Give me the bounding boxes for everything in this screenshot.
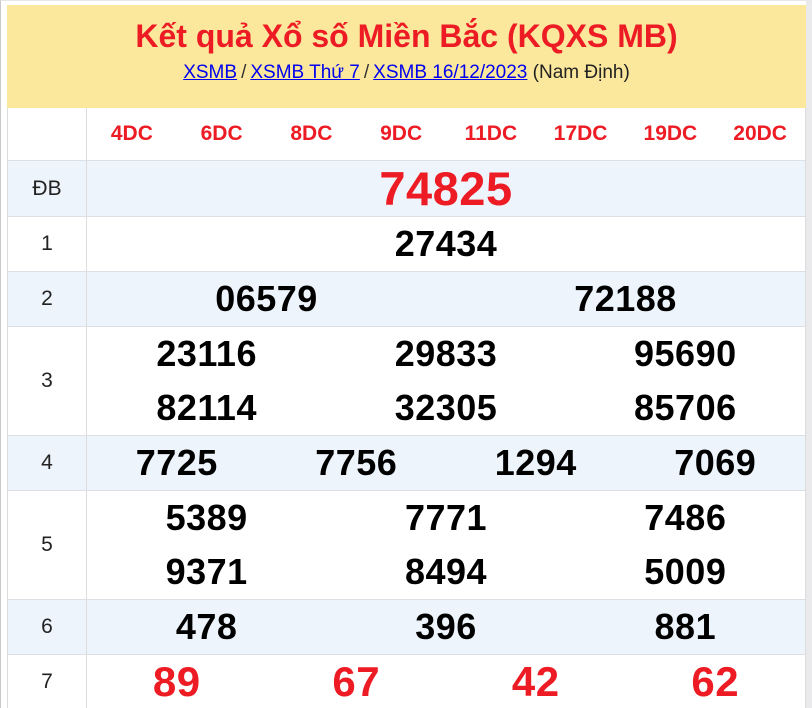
result-header: Kết quả Xổ số Miền Bắc (KQXS MB) XSMB / XS…: [7, 5, 806, 108]
prize-label: 3: [8, 327, 87, 435]
prize-label: 7: [8, 655, 87, 708]
result-number: 89: [152, 658, 201, 705]
prize-row-5: 5 5389 7771 7486 9371 8494 5009: [8, 491, 805, 600]
column-header-6dc: 6DC: [200, 122, 243, 145]
column-header-20dc: 20DC: [733, 122, 787, 145]
result-number: 06579: [215, 278, 318, 319]
prize-row-2: 2 06579 72188: [8, 272, 805, 327]
prize-label: 6: [8, 600, 87, 654]
breadcrumb: XSMB / XSMB Thứ 7/XSMB 16/12/2023 (Nam Địn…: [7, 62, 806, 84]
table-header-row: 4DC 6DC 8DC 9DC 11DC 17DC 19DC 20DC: [8, 108, 805, 161]
result-number: 8494: [404, 551, 488, 592]
result-number: 396: [415, 606, 477, 647]
breadcrumb-region: (Nam Định): [532, 62, 630, 83]
prize-row-3: 3 23116 29833 95690 82114 32305 85706: [8, 327, 805, 436]
prize-row-6: 6 478 396 881: [8, 600, 805, 655]
result-number: 29833: [394, 333, 498, 374]
column-header-17dc: 17DC: [553, 122, 608, 145]
scrollbar-track[interactable]: [806, 1, 812, 708]
result-number: 72188: [574, 278, 677, 319]
result-number: 82114: [156, 387, 257, 428]
column-header-11dc: 11DC: [464, 122, 518, 145]
breadcrumb-separator: /: [363, 62, 370, 83]
result-number: 7756: [315, 442, 398, 483]
result-number: 27434: [394, 223, 498, 264]
result-number: 7069: [674, 442, 757, 483]
prize-label: 5: [8, 491, 87, 599]
prize-label: 2: [8, 272, 87, 326]
breadcrumb-link-xsmb-date[interactable]: XSMB 16/12/2023: [373, 62, 528, 83]
result-number: 74825: [379, 162, 513, 215]
breadcrumb-link-xsmb-thu-7[interactable]: XSMB Thứ 7: [250, 62, 360, 83]
result-number: 5009: [644, 551, 727, 592]
result-number: 42: [511, 658, 560, 705]
table-body: ĐB 74825 1 27434 2 06579 72188 3 23116 29833 95690…: [8, 161, 805, 708]
breadcrumb-link-xsmb[interactable]: XSMB: [183, 62, 238, 83]
prize-row-1: 1 27434: [8, 217, 805, 272]
result-number: 95690: [634, 333, 737, 374]
result-number: 881: [654, 606, 717, 647]
column-header-19dc: 19DC: [643, 122, 698, 145]
page-title: Kết quả Xổ số Miền Bắc (KQXS MB): [135, 18, 678, 54]
result-number: 85706: [634, 387, 737, 428]
result-number: 9371: [165, 551, 248, 592]
column-header-9dc: 9DC: [380, 122, 423, 145]
prize-row-4: 4 7725 7756 1294 7069: [8, 436, 805, 491]
results-table: 4DC 6DC 8DC 9DC 11DC 17DC 19DC 20DC ĐB 74…: [7, 108, 806, 708]
column-header-8dc: 8DC: [290, 122, 333, 145]
breadcrumb-separator: /: [241, 62, 247, 83]
prize-row-đb: ĐB 74825: [8, 161, 805, 217]
prize-label: ĐB: [8, 161, 87, 216]
result-number: 5389: [165, 497, 248, 538]
prize-row-7: 7 89 67 42 62: [8, 655, 805, 708]
result-number: 1294: [494, 442, 577, 483]
result-number: 67: [332, 658, 381, 705]
result-number: 62: [691, 658, 740, 705]
prize-label: 1: [8, 217, 87, 271]
result-number: 7486: [644, 497, 727, 538]
prize-label: 4: [8, 436, 87, 490]
result-number: 23116: [156, 333, 257, 374]
result-number: 32305: [394, 387, 498, 428]
result-number: 7771: [404, 497, 488, 538]
result-number: 7725: [135, 442, 218, 483]
result-number: 478: [175, 606, 238, 647]
corner-cell: [8, 108, 87, 160]
column-header-4dc: 4DC: [110, 122, 153, 145]
